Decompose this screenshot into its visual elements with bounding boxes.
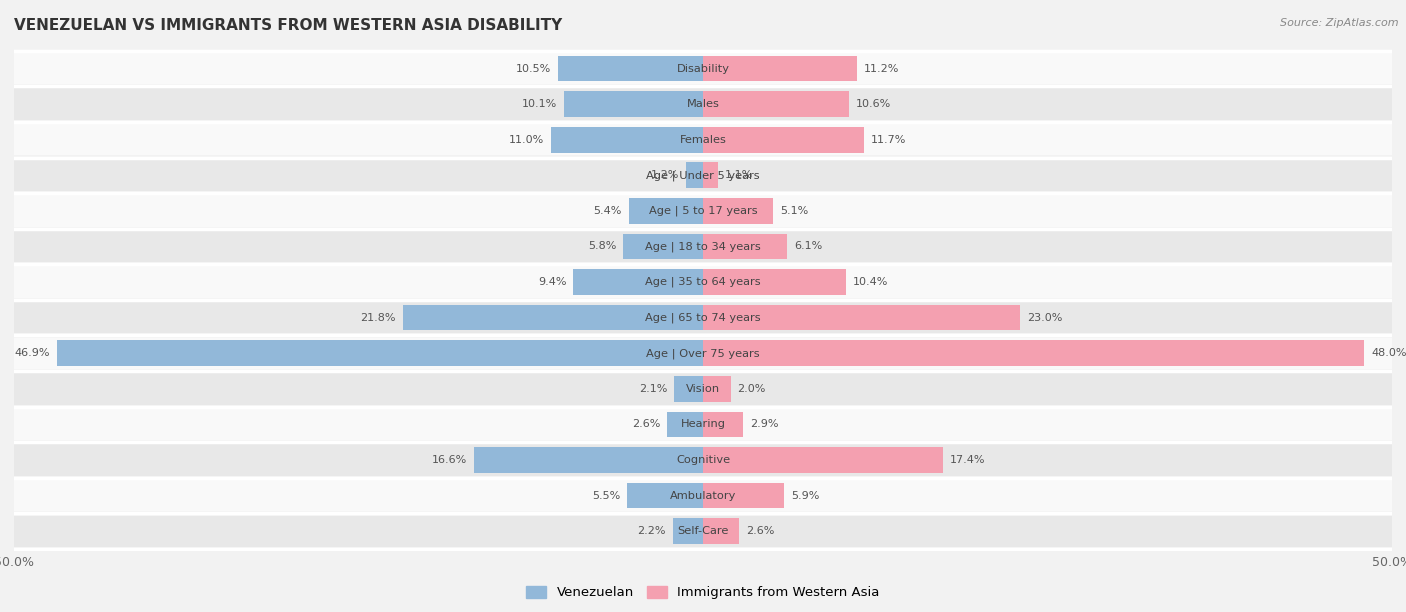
Text: 5.8%: 5.8% [588, 242, 616, 252]
Text: 9.4%: 9.4% [538, 277, 567, 287]
Text: 48.0%: 48.0% [1371, 348, 1406, 358]
Bar [673, 376, 703, 401]
Bar [623, 234, 703, 259]
Text: Age | 35 to 64 years: Age | 35 to 64 years [645, 277, 761, 288]
Bar [14, 373, 1392, 405]
Bar [686, 163, 703, 188]
Bar [703, 305, 1019, 330]
Text: Age | Under 5 years: Age | Under 5 years [647, 170, 759, 181]
Text: 10.6%: 10.6% [856, 99, 891, 109]
Bar [564, 91, 703, 117]
Bar [14, 515, 1392, 547]
Text: 2.1%: 2.1% [638, 384, 668, 394]
Text: 2.6%: 2.6% [745, 526, 775, 536]
Text: 1.1%: 1.1% [725, 170, 754, 181]
Bar [14, 124, 1392, 155]
Bar [703, 198, 773, 224]
Text: 5.4%: 5.4% [593, 206, 621, 216]
Bar [628, 198, 703, 224]
Bar [14, 89, 1392, 120]
Bar [574, 269, 703, 295]
Legend: Venezuelan, Immigrants from Western Asia: Venezuelan, Immigrants from Western Asia [522, 580, 884, 605]
Text: 6.1%: 6.1% [794, 242, 823, 252]
Text: Males: Males [686, 99, 720, 109]
Bar [703, 447, 943, 473]
Text: Hearing: Hearing [681, 419, 725, 430]
Text: VENEZUELAN VS IMMIGRANTS FROM WESTERN ASIA DISABILITY: VENEZUELAN VS IMMIGRANTS FROM WESTERN AS… [14, 18, 562, 34]
Text: 2.6%: 2.6% [631, 419, 661, 430]
Bar [14, 444, 1392, 476]
Bar [551, 127, 703, 152]
Text: 21.8%: 21.8% [360, 313, 395, 323]
Bar [703, 56, 858, 81]
Text: 11.7%: 11.7% [872, 135, 907, 144]
Bar [14, 160, 1392, 191]
Text: Vision: Vision [686, 384, 720, 394]
Text: 10.5%: 10.5% [516, 64, 551, 73]
Text: 11.0%: 11.0% [509, 135, 544, 144]
Text: 5.5%: 5.5% [592, 491, 620, 501]
Bar [14, 480, 1392, 511]
Text: 46.9%: 46.9% [14, 348, 49, 358]
Text: 5.9%: 5.9% [792, 491, 820, 501]
Bar [14, 302, 1392, 334]
Bar [14, 338, 1392, 369]
Text: 11.2%: 11.2% [865, 64, 900, 73]
Bar [703, 518, 738, 544]
Text: Self-Care: Self-Care [678, 526, 728, 536]
Text: 5.1%: 5.1% [780, 206, 808, 216]
Text: Source: ZipAtlas.com: Source: ZipAtlas.com [1281, 18, 1399, 28]
Text: Age | 65 to 74 years: Age | 65 to 74 years [645, 312, 761, 323]
Text: Females: Females [679, 135, 727, 144]
Bar [703, 91, 849, 117]
Text: Age | 18 to 34 years: Age | 18 to 34 years [645, 241, 761, 252]
Text: Age | 5 to 17 years: Age | 5 to 17 years [648, 206, 758, 216]
Text: 17.4%: 17.4% [949, 455, 986, 465]
Text: Ambulatory: Ambulatory [669, 491, 737, 501]
Bar [672, 518, 703, 544]
Text: Age | Over 75 years: Age | Over 75 years [647, 348, 759, 359]
Text: 1.2%: 1.2% [651, 170, 679, 181]
Bar [14, 231, 1392, 262]
Bar [703, 340, 1364, 366]
Bar [668, 412, 703, 437]
Bar [703, 412, 742, 437]
Bar [14, 53, 1392, 84]
Bar [703, 127, 865, 152]
Text: 10.1%: 10.1% [522, 99, 557, 109]
Text: Disability: Disability [676, 64, 730, 73]
Bar [703, 234, 787, 259]
Bar [56, 340, 703, 366]
Bar [703, 163, 718, 188]
Text: Cognitive: Cognitive [676, 455, 730, 465]
Bar [703, 483, 785, 509]
Text: 23.0%: 23.0% [1026, 313, 1062, 323]
Text: 16.6%: 16.6% [432, 455, 467, 465]
Bar [14, 195, 1392, 226]
Bar [627, 483, 703, 509]
Bar [474, 447, 703, 473]
Bar [14, 409, 1392, 440]
Text: 10.4%: 10.4% [853, 277, 889, 287]
Bar [402, 305, 703, 330]
Bar [703, 269, 846, 295]
Text: 2.2%: 2.2% [637, 526, 666, 536]
Bar [703, 376, 731, 401]
Bar [14, 266, 1392, 298]
Bar [558, 56, 703, 81]
Text: 2.9%: 2.9% [749, 419, 779, 430]
Text: 2.0%: 2.0% [738, 384, 766, 394]
